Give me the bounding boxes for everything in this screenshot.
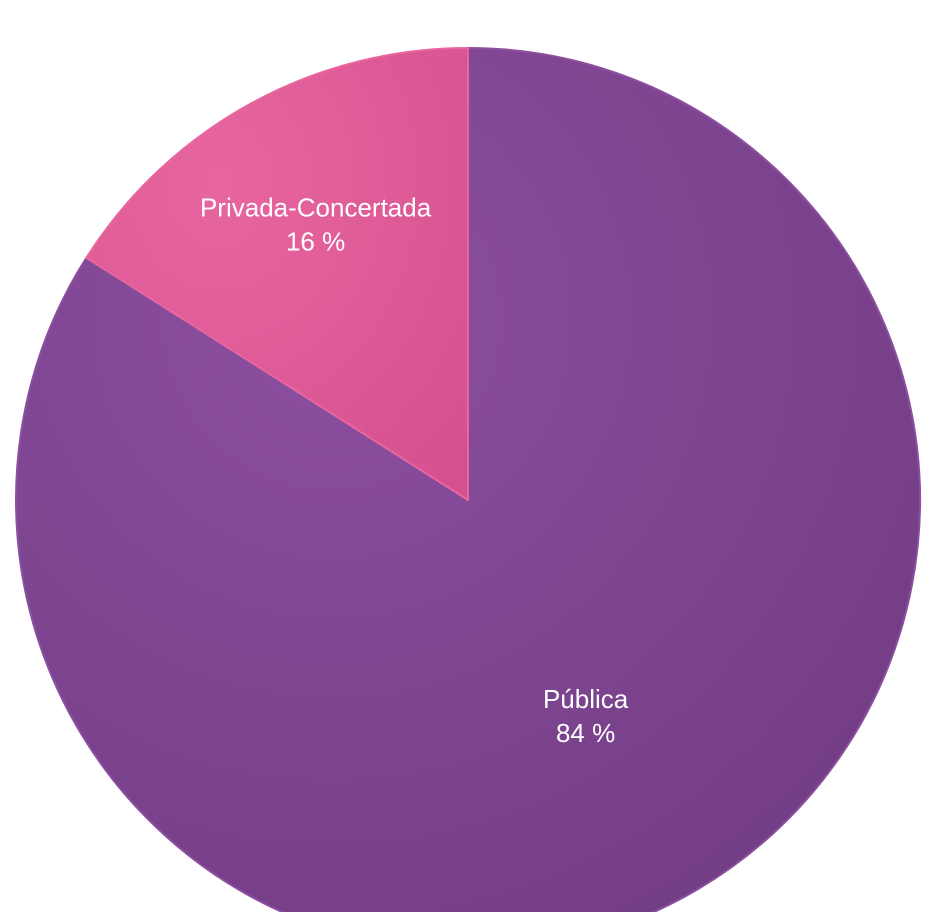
slice-category-label: Privada-Concertada xyxy=(200,193,432,223)
slice-value-label: 16 % xyxy=(286,227,345,257)
slice-category-label: Pública xyxy=(543,684,629,714)
slice-value-label: 84 % xyxy=(556,718,615,748)
pie-slice-privada-concertada xyxy=(84,46,469,502)
labels-layer: Pública 84 % Privada-Concertada 16 % xyxy=(200,193,629,748)
slices-layer xyxy=(15,46,921,917)
